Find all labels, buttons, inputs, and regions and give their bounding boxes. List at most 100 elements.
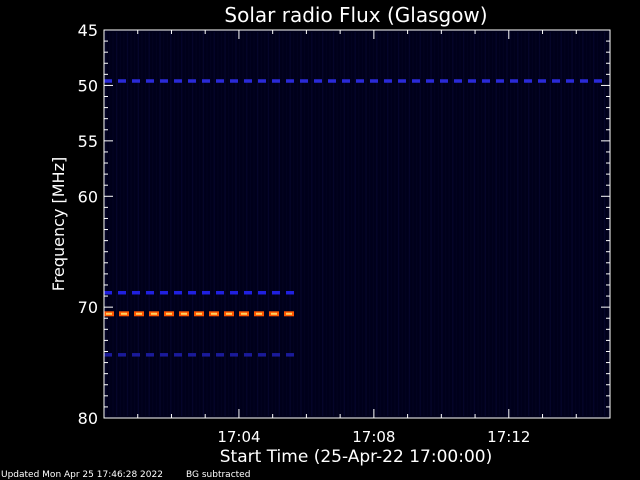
band-segment bbox=[272, 353, 280, 357]
band-segment bbox=[202, 79, 210, 83]
band-segment bbox=[272, 79, 280, 83]
band-segment bbox=[132, 290, 140, 295]
band-segment-core bbox=[256, 312, 262, 315]
x-axis: 17:04 17:08 17:12 bbox=[103, 30, 611, 446]
band-segment bbox=[566, 79, 574, 83]
band-segment bbox=[174, 79, 182, 83]
band-segment bbox=[258, 290, 266, 295]
band-segment-core bbox=[136, 312, 142, 315]
x-tick-label: 17:12 bbox=[487, 428, 530, 446]
band-segment bbox=[216, 79, 224, 83]
band-segment bbox=[356, 79, 364, 83]
band-segment bbox=[314, 79, 322, 83]
plot-frame bbox=[103, 29, 611, 419]
band-segment bbox=[286, 353, 294, 357]
band-segment bbox=[104, 353, 112, 357]
rfi-50mhz bbox=[104, 79, 602, 83]
band-segment-core bbox=[106, 312, 112, 315]
y-tick-label: 60 bbox=[78, 187, 98, 206]
band-segment bbox=[524, 79, 532, 83]
band-segment bbox=[216, 290, 224, 295]
band-segment bbox=[202, 353, 210, 357]
band-segment bbox=[244, 353, 252, 357]
band-segment bbox=[146, 79, 154, 83]
band-segment bbox=[230, 353, 238, 357]
updated-timestamp: Updated Mon Apr 25 17:46:28 2022 bbox=[1, 470, 163, 480]
y-axis-label: Frequency [MHz] bbox=[49, 157, 68, 291]
band-segment bbox=[328, 79, 336, 83]
band-74mhz bbox=[104, 353, 294, 357]
band-segment bbox=[496, 79, 504, 83]
band-segment bbox=[384, 79, 392, 83]
band-segment-core bbox=[211, 312, 217, 315]
band-segment bbox=[580, 79, 588, 83]
band-68mhz bbox=[104, 290, 294, 295]
band-segment bbox=[552, 79, 560, 83]
band-segment bbox=[118, 353, 126, 357]
band-70mhz-hot bbox=[104, 311, 294, 317]
band-segment bbox=[538, 79, 546, 83]
band-segment bbox=[230, 290, 238, 295]
band-segment bbox=[412, 79, 420, 83]
band-segment-core bbox=[286, 312, 292, 315]
x-tick-label: 17:08 bbox=[352, 428, 395, 446]
chart-title: Solar radio Flux (Glasgow) bbox=[224, 3, 487, 27]
band-segment bbox=[160, 79, 168, 83]
band-segment-core bbox=[151, 312, 157, 315]
band-segment bbox=[104, 79, 112, 83]
band-segment bbox=[594, 79, 602, 83]
band-segment bbox=[258, 353, 266, 357]
y-tick-label: 70 bbox=[78, 298, 98, 317]
band-segment bbox=[286, 79, 294, 83]
band-segment-core bbox=[166, 312, 172, 315]
band-segment-core bbox=[196, 312, 202, 315]
bg-subtracted-note: BG subtracted bbox=[186, 470, 251, 480]
band-segment bbox=[132, 353, 140, 357]
band-segment bbox=[440, 79, 448, 83]
band-segment bbox=[510, 79, 518, 83]
band-segment bbox=[188, 290, 196, 295]
band-segment-core bbox=[181, 312, 187, 315]
plot-area bbox=[103, 29, 611, 419]
band-segment bbox=[468, 79, 476, 83]
band-segment bbox=[258, 79, 266, 83]
y-tick-label: 45 bbox=[78, 21, 98, 40]
plot-background bbox=[104, 30, 610, 418]
y-axis: 45 50 55 60 70 80 bbox=[78, 21, 610, 428]
band-segment bbox=[174, 353, 182, 357]
band-segment bbox=[244, 290, 252, 295]
band-segment-core bbox=[226, 312, 232, 315]
band-segment bbox=[202, 290, 210, 295]
band-segment bbox=[104, 290, 112, 295]
band-segment bbox=[132, 79, 140, 83]
band-segment bbox=[188, 79, 196, 83]
band-segment bbox=[188, 353, 196, 357]
band-segment bbox=[146, 290, 154, 295]
band-segment bbox=[230, 79, 238, 83]
band-segment bbox=[160, 353, 168, 357]
band-segment bbox=[174, 290, 182, 295]
band-segment-core bbox=[121, 312, 127, 315]
y-tick-label: 55 bbox=[78, 132, 98, 151]
band-segment bbox=[370, 79, 378, 83]
band-segment bbox=[426, 79, 434, 83]
band-segment bbox=[118, 290, 126, 295]
band-segment bbox=[454, 79, 462, 83]
band-segment bbox=[398, 79, 406, 83]
band-segment bbox=[482, 79, 490, 83]
x-axis-label: Start Time (25-Apr-22 17:00:00) bbox=[220, 447, 492, 467]
band-segment-core bbox=[271, 312, 277, 315]
band-segment bbox=[342, 79, 350, 83]
x-tick-label: 17:04 bbox=[217, 428, 260, 446]
y-tick-label: 80 bbox=[78, 409, 98, 428]
band-segment bbox=[160, 290, 168, 295]
band-segment bbox=[286, 290, 294, 295]
band-segment bbox=[118, 79, 126, 83]
band-segment bbox=[216, 353, 224, 357]
band-segment-core bbox=[241, 312, 247, 315]
band-segment bbox=[146, 353, 154, 357]
y-tick-label: 50 bbox=[78, 76, 98, 95]
band-segment bbox=[272, 290, 280, 295]
band-segment bbox=[300, 79, 308, 83]
